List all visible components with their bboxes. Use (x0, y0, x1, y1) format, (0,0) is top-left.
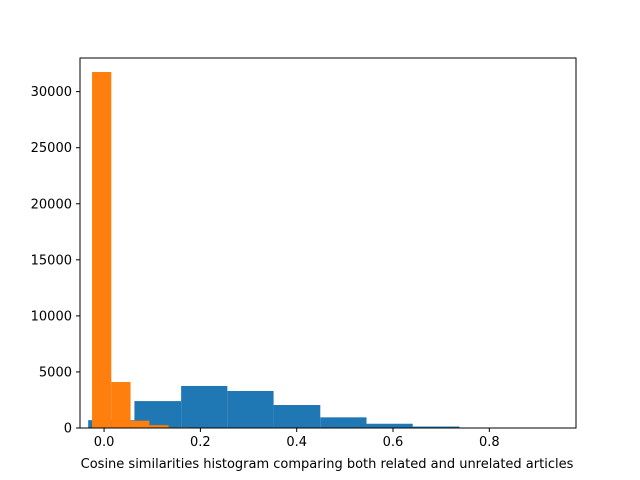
histogram-bar-series2-bin2 (111, 382, 131, 428)
x-axis-label: Cosine similarities histogram comparing … (81, 457, 574, 472)
histogram-bar-series1-bin8 (412, 426, 460, 428)
histogram-bar-series2-bin3 (130, 420, 150, 428)
histogram-bar-series1-bin6 (320, 417, 367, 428)
x-tick-label: 0.8 (479, 435, 500, 450)
histogram-bar-series2-bin1 (92, 72, 112, 429)
histogram-bar-series1-bin7 (366, 423, 413, 428)
y-tick-label: 20000 (31, 197, 72, 212)
y-axis-ticks: 0 5000 10000 15000 20000 25000 30000 (31, 85, 80, 437)
y-tick-label: 15000 (31, 253, 72, 268)
x-tick-label: 0.4 (286, 435, 307, 450)
y-tick-label: 10000 (31, 309, 72, 324)
histogram-bars (88, 72, 552, 429)
axes-frame (79, 57, 577, 429)
histogram-bar-series1-bin4 (227, 391, 274, 428)
y-tick-label: 30000 (31, 85, 72, 100)
y-tick-label: 5000 (39, 365, 72, 380)
histogram-bar-series2-bin4 (149, 425, 169, 428)
x-tick-label: 0.0 (94, 435, 115, 450)
histogram-bar-series1-bin5 (273, 405, 321, 428)
y-tick-label: 0 (64, 422, 72, 437)
x-tick-label: 0.2 (190, 435, 211, 450)
histogram-bar-series1-bin3 (181, 385, 228, 428)
x-axis-ticks: 0.0 0.2 0.4 0.6 0.8 (94, 428, 500, 450)
y-tick-label: 25000 (31, 141, 72, 156)
x-tick-label: 0.6 (383, 435, 404, 450)
